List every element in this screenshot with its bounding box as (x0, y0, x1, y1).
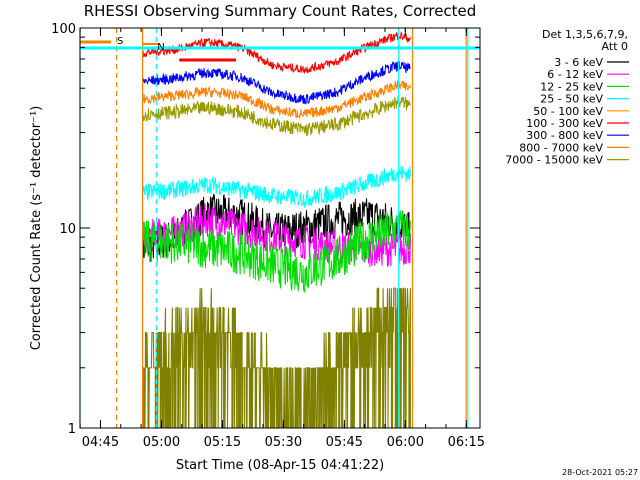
timestamp: 28-Oct-2021 05:27 (562, 468, 638, 477)
series-group (142, 31, 411, 429)
legend-header-line1: Det 1,3,5,6,7,9, (542, 28, 628, 41)
legend-label-7000-15000-kev: 7000 - 15000 keV (505, 154, 603, 167)
legend-label-800-7000-kev: 800 - 7000 keV (519, 141, 603, 154)
legend-header-line2: Att 0 (602, 40, 628, 53)
series-300-800-kev-trace (142, 60, 411, 105)
legend-label-6-12-kev: 6 - 12 keV (547, 68, 603, 81)
flag-label-n: N (157, 42, 164, 53)
series-800-7000-kev-trace (142, 80, 411, 120)
x-tick-label: 05:45 (326, 435, 363, 450)
chart-title: RHESSI Observing Summary Count Rates, Co… (84, 2, 477, 20)
x-tick-label: 06:00 (387, 435, 424, 450)
legend-label-12-25-kev: 12 - 25 keV (540, 80, 603, 93)
x-tick-label: 05:00 (143, 435, 180, 450)
x-axis-label: Start Time (08-Apr-15 04:41:22) (176, 458, 384, 473)
legend-label-300-800-kev: 300 - 800 keV (526, 129, 603, 142)
flag-bars-group: SN (80, 36, 480, 62)
legend-label-25-50-kev: 25 - 50 keV (540, 93, 603, 106)
series-12-25-kev-trace (142, 210, 411, 293)
x-tick-label: 05:30 (265, 435, 302, 450)
flag-label-s: S (117, 36, 123, 47)
series-25-50-kev-trace (142, 165, 411, 209)
y-tick-label: 10 (59, 222, 76, 237)
legend-label-100-300-kev: 100 - 300 keV (526, 117, 603, 130)
x-tick-label: 06:15 (448, 435, 485, 450)
series-lowest-channel-olive-trace (142, 287, 411, 429)
series-7000-15000-kev-trace (142, 95, 411, 136)
y-tick-label: 100 (51, 22, 76, 37)
x-tick-label: 04:45 (82, 435, 119, 450)
axes-group: 04:45 05:00 05:15 05:30 05:45 06:00 06:15 1 10 10… (51, 22, 485, 450)
legend-label-3-6-kev: 3 - 6 keV (554, 56, 603, 69)
x-tick-label: 05:15 (204, 435, 241, 450)
legend-label-50-100-kev: 50 - 100 keV (533, 105, 603, 118)
y-tick-label: 1 (68, 422, 76, 437)
series-100-300-kev-trace (142, 31, 411, 74)
y-axis-label: Corrected Count Rate (s⁻¹ detector⁻¹) (29, 106, 44, 351)
